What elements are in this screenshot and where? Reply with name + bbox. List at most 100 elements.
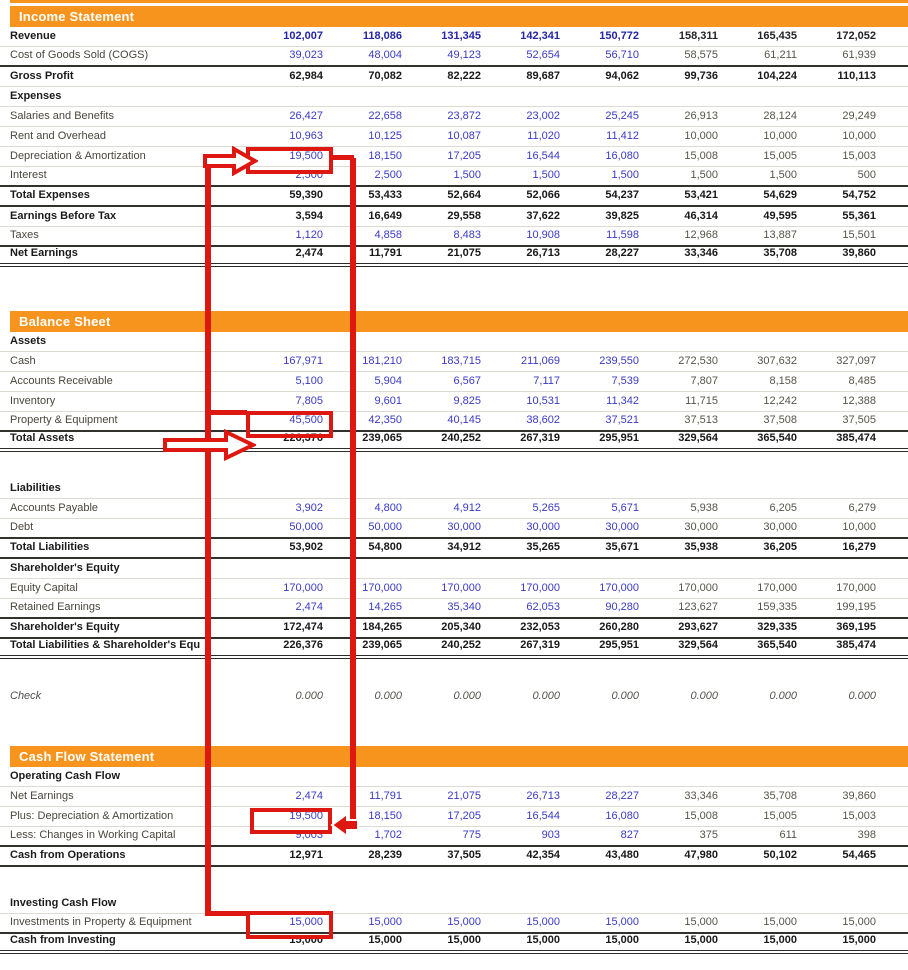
value-cell[interactable]: 2,474 bbox=[295, 601, 323, 613]
row-label[interactable]: Expenses bbox=[10, 90, 62, 102]
row-label[interactable]: Accounts Receivable bbox=[10, 375, 113, 387]
value-cell[interactable]: 775 bbox=[462, 829, 481, 841]
value-cell[interactable]: 16,544 bbox=[526, 810, 560, 822]
value-cell[interactable]: 8,158 bbox=[769, 375, 797, 387]
value-cell[interactable]: 82,222 bbox=[447, 70, 481, 82]
row-label[interactable]: Check bbox=[10, 690, 42, 702]
value-cell[interactable]: 1,120 bbox=[295, 229, 323, 241]
value-cell[interactable]: 21,075 bbox=[447, 247, 481, 259]
value-cell[interactable]: 53,433 bbox=[368, 189, 402, 201]
value-cell[interactable]: 15,501 bbox=[842, 229, 876, 241]
row-label[interactable]: Assets bbox=[10, 335, 47, 347]
row-label[interactable]: Total Assets bbox=[10, 432, 75, 444]
value-cell[interactable]: 0.000 bbox=[453, 690, 481, 702]
value-cell[interactable]: 54,752 bbox=[842, 189, 876, 201]
value-cell[interactable]: 1,500 bbox=[453, 169, 481, 181]
value-cell[interactable]: 22,658 bbox=[368, 110, 402, 122]
value-cell[interactable]: 54,800 bbox=[368, 541, 402, 553]
value-cell[interactable]: 15,000 bbox=[447, 916, 481, 928]
value-cell[interactable]: 0.000 bbox=[690, 690, 718, 702]
value-cell[interactable]: 500 bbox=[857, 169, 876, 181]
row-label[interactable]: Net Earnings bbox=[10, 247, 78, 259]
value-cell[interactable]: 89,687 bbox=[526, 70, 560, 82]
value-cell[interactable]: 62,053 bbox=[526, 601, 560, 613]
value-cell[interactable]: 2,500 bbox=[295, 169, 323, 181]
value-cell[interactable]: 54,465 bbox=[842, 849, 876, 861]
value-cell[interactable]: 26,713 bbox=[526, 790, 560, 802]
value-cell[interactable]: 39,023 bbox=[289, 49, 323, 61]
value-cell[interactable]: 13,887 bbox=[763, 229, 797, 241]
value-cell[interactable]: 15,000 bbox=[526, 934, 560, 946]
value-cell[interactable]: 5,938 bbox=[690, 502, 718, 514]
value-cell[interactable]: 61,211 bbox=[764, 49, 797, 61]
value-cell[interactable]: 15,005 bbox=[763, 150, 797, 162]
value-cell[interactable]: 34,912 bbox=[447, 541, 481, 553]
row-label[interactable]: Rent and Overhead bbox=[10, 130, 107, 142]
value-cell[interactable]: 239,550 bbox=[599, 355, 639, 367]
value-cell[interactable]: 172,474 bbox=[283, 621, 323, 633]
value-cell[interactable]: 293,627 bbox=[678, 621, 718, 633]
value-cell[interactable]: 199,195 bbox=[836, 601, 876, 613]
value-cell[interactable]: 33,346 bbox=[684, 790, 718, 802]
value-cell[interactable]: 35,708 bbox=[763, 247, 797, 259]
value-cell[interactable]: 2,474 bbox=[295, 790, 323, 802]
value-cell[interactable]: 37,505 bbox=[842, 414, 876, 426]
value-cell[interactable]: 11,791 bbox=[368, 247, 402, 259]
value-cell[interactable]: 17,205 bbox=[447, 150, 481, 162]
value-cell[interactable]: 0.000 bbox=[532, 690, 560, 702]
value-cell[interactable]: 6,205 bbox=[769, 502, 797, 514]
value-cell[interactable]: 12,971 bbox=[289, 849, 323, 861]
value-cell[interactable]: 46,314 bbox=[684, 210, 718, 222]
row-label[interactable]: Cash from Investing bbox=[10, 934, 116, 946]
value-cell[interactable]: 11,598 bbox=[606, 229, 639, 241]
value-cell[interactable]: 15,000 bbox=[842, 934, 876, 946]
value-cell[interactable]: 16,279 bbox=[842, 541, 876, 553]
value-cell[interactable]: 369,195 bbox=[836, 621, 876, 633]
value-cell[interactable]: 183,715 bbox=[441, 355, 481, 367]
value-cell[interactable]: 56,710 bbox=[605, 49, 639, 61]
value-cell[interactable]: 0.000 bbox=[769, 690, 797, 702]
row-label[interactable]: Plus: Depreciation & Amortization bbox=[10, 810, 174, 822]
row-label[interactable]: Cost of Goods Sold (COGS) bbox=[10, 49, 149, 61]
value-cell[interactable]: 52,066 bbox=[526, 189, 560, 201]
value-cell[interactable]: 28,124 bbox=[763, 110, 797, 122]
value-cell[interactable]: 15,000 bbox=[289, 934, 323, 946]
value-cell[interactable]: 12,388 bbox=[842, 395, 876, 407]
value-cell[interactable]: 0.000 bbox=[848, 690, 876, 702]
value-cell[interactable]: 9,601 bbox=[374, 395, 402, 407]
value-cell[interactable]: 170,000 bbox=[599, 582, 639, 594]
value-cell[interactable]: 61,939 bbox=[842, 49, 876, 61]
value-cell[interactable]: 99,736 bbox=[684, 70, 718, 82]
value-cell[interactable]: 40,145 bbox=[447, 414, 481, 426]
value-cell[interactable]: 30,000 bbox=[605, 521, 639, 533]
value-cell[interactable]: 26,427 bbox=[289, 110, 323, 122]
value-cell[interactable]: 29,558 bbox=[447, 210, 481, 222]
value-cell[interactable]: 15,000 bbox=[447, 934, 481, 946]
value-cell[interactable]: 172,052 bbox=[836, 30, 876, 42]
value-cell[interactable]: 15,008 bbox=[684, 150, 718, 162]
value-cell[interactable]: 1,500 bbox=[769, 169, 797, 181]
value-cell[interactable]: 118,086 bbox=[362, 30, 402, 42]
value-cell[interactable]: 36,205 bbox=[763, 541, 797, 553]
value-cell[interactable]: 23,002 bbox=[526, 110, 560, 122]
value-cell[interactable]: 39,825 bbox=[605, 210, 639, 222]
value-cell[interactable]: 226,376 bbox=[283, 432, 323, 444]
value-cell[interactable]: 12,242 bbox=[763, 395, 797, 407]
row-label[interactable]: Salaries and Benefits bbox=[10, 110, 114, 122]
value-cell[interactable]: 15,000 bbox=[684, 916, 718, 928]
value-cell[interactable]: 53,902 bbox=[289, 541, 323, 553]
value-cell[interactable]: 45,500 bbox=[289, 414, 323, 426]
row-label[interactable]: Depreciation & Amortization bbox=[10, 150, 146, 162]
value-cell[interactable]: 37,622 bbox=[526, 210, 560, 222]
value-cell[interactable]: 21,075 bbox=[447, 790, 481, 802]
value-cell[interactable]: 0.000 bbox=[374, 690, 402, 702]
value-cell[interactable]: 12,968 bbox=[684, 229, 718, 241]
row-label[interactable]: Taxes bbox=[10, 229, 39, 241]
value-cell[interactable]: 33,346 bbox=[684, 247, 718, 259]
value-cell[interactable]: 37,513 bbox=[684, 414, 718, 426]
row-label[interactable]: Shareholder's Equity bbox=[10, 562, 120, 574]
value-cell[interactable]: 48,004 bbox=[368, 49, 402, 61]
value-cell[interactable]: 52,664 bbox=[447, 189, 481, 201]
value-cell[interactable]: 38,602 bbox=[526, 414, 560, 426]
value-cell[interactable]: 142,341 bbox=[520, 30, 560, 42]
